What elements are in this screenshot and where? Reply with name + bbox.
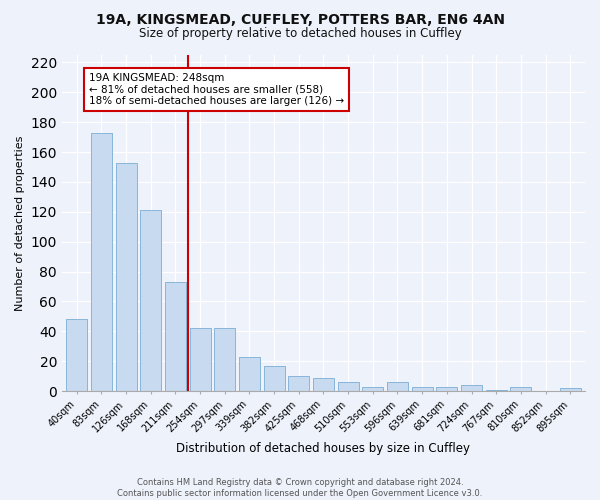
Bar <box>511 386 532 391</box>
Bar <box>91 132 112 391</box>
Text: Contains HM Land Registry data © Crown copyright and database right 2024.
Contai: Contains HM Land Registry data © Crown c… <box>118 478 482 498</box>
Bar <box>313 378 334 391</box>
Bar <box>560 388 581 391</box>
Bar <box>485 390 506 391</box>
Bar <box>362 386 383 391</box>
Bar <box>461 385 482 391</box>
Text: Size of property relative to detached houses in Cuffley: Size of property relative to detached ho… <box>139 28 461 40</box>
Bar <box>338 382 359 391</box>
Bar <box>436 386 457 391</box>
Bar <box>412 386 433 391</box>
Text: 19A, KINGSMEAD, CUFFLEY, POTTERS BAR, EN6 4AN: 19A, KINGSMEAD, CUFFLEY, POTTERS BAR, EN… <box>95 12 505 26</box>
Y-axis label: Number of detached properties: Number of detached properties <box>15 136 25 310</box>
Bar <box>214 328 235 391</box>
Bar <box>66 320 87 391</box>
Bar <box>190 328 211 391</box>
Bar <box>239 357 260 391</box>
Bar <box>387 382 408 391</box>
Bar <box>116 162 137 391</box>
Bar <box>288 376 309 391</box>
Bar <box>140 210 161 391</box>
Text: 19A KINGSMEAD: 248sqm
← 81% of detached houses are smaller (558)
18% of semi-det: 19A KINGSMEAD: 248sqm ← 81% of detached … <box>89 73 344 106</box>
Bar <box>165 282 186 391</box>
X-axis label: Distribution of detached houses by size in Cuffley: Distribution of detached houses by size … <box>176 442 470 455</box>
Bar <box>263 366 284 391</box>
